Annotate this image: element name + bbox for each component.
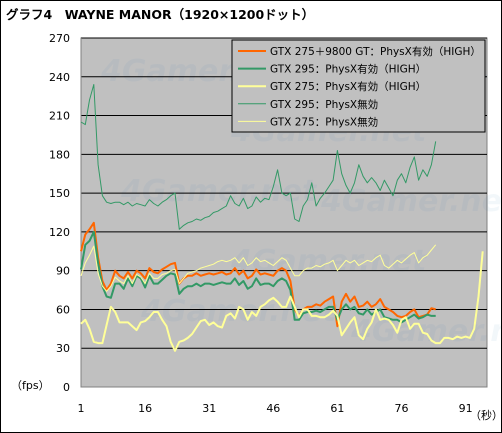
series-line-3 [80,251,484,352]
legend-label: GTX 295：PhysX無効 [270,98,378,111]
series-layer [80,84,484,352]
x-tick-label: 76 [395,402,409,415]
y-tick-label: 0 [63,381,70,394]
y-tick-label: 240 [49,71,70,84]
x-tick-label: 1 [78,402,85,415]
series-line-5 [80,244,437,292]
watermark-text: 4Gamer.net [320,184,501,219]
legend-label: GTX 275＋9800 GT：PhysX有効（HIGH） [270,45,481,58]
legend-box [231,39,486,133]
x-tick-labels: 1 16 31 46 61 76 91 [78,402,473,415]
x-tick-label: 31 [202,402,216,415]
y-tick-label: 210 [49,110,70,123]
chart-title: グラフ4 WAYNE MANOR（1920×1200ドット） [6,7,314,22]
legend-label: GTX 275：PhysX無効 [270,115,378,128]
y-tick-label: 30 [56,342,70,355]
x-tick-label: 61 [330,402,344,415]
x-tick-label: 16 [138,402,152,415]
y-tick-label: 90 [56,265,70,278]
series-line-1 [80,221,436,328]
y-tick-label: 120 [49,226,70,239]
watermark-text: 4Gamer.net [140,294,338,329]
y-tick-label: 150 [49,187,70,200]
x-tick-label: 91 [459,402,473,415]
x-axis-label: （秒） [470,408,501,422]
legend: GTX 275＋9800 GT：PhysX有効（HIGH） GTX 295：Phy… [231,39,486,133]
series-line-4 [80,84,437,230]
y-tick-labels: 0 30 60 90 120 150 180 210 240 270 [49,32,70,394]
y-axis-label: （fps） [11,379,50,392]
legend-label: GTX 275：PhysX有効（HIGH） [270,80,426,93]
x-tick-label: 46 [266,402,280,415]
y-tick-label: 270 [49,32,70,45]
watermark-text: 4Gamer.net [120,174,318,209]
y-tick-label: 60 [56,303,70,316]
y-tick-label: 180 [49,148,70,161]
legend-label: GTX 295：PhysX有効（HIGH） [270,63,426,76]
